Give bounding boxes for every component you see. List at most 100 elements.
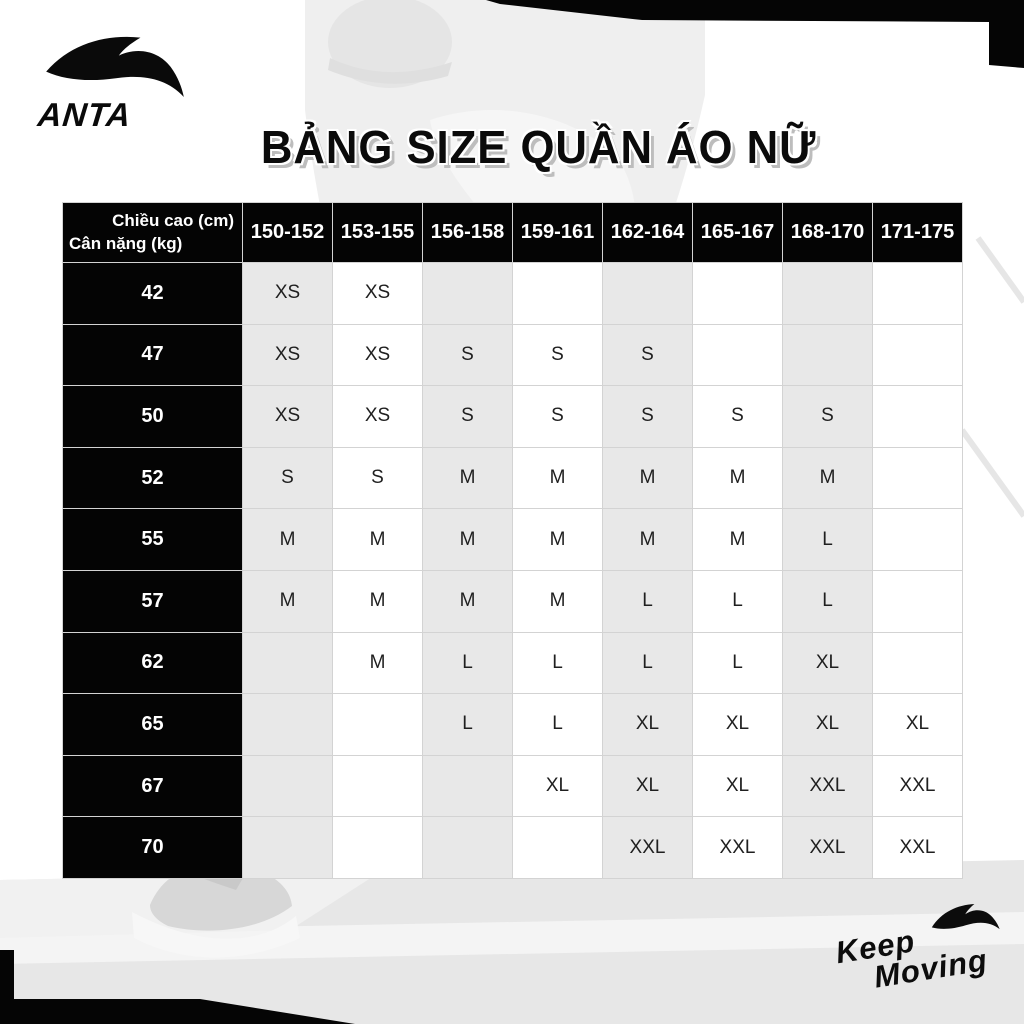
size-cell	[242, 693, 333, 756]
size-cell	[332, 693, 423, 756]
size-cell	[242, 631, 333, 695]
size-cell: XS	[242, 262, 333, 325]
size-cell: L	[602, 631, 693, 695]
table-row: 65 L L XL XL XL XL	[62, 693, 963, 756]
weight-row-header: 65	[62, 693, 243, 756]
size-cell	[512, 262, 603, 325]
height-column-header: 168-170	[782, 202, 873, 263]
height-column-header: 162-164	[602, 202, 693, 263]
size-cell	[872, 323, 963, 387]
header-corner-cell: Chiều cao (cm) Cân nặng (kg)	[62, 202, 243, 263]
size-cell: XXL	[782, 816, 873, 879]
size-cell: M	[512, 508, 603, 571]
size-cell: M	[422, 508, 513, 571]
height-column-header: 171-175	[872, 202, 963, 263]
size-cell	[782, 262, 873, 325]
size-cell	[602, 262, 693, 325]
size-cell: L	[692, 569, 783, 633]
table-row: 62 M L L L L XL	[62, 631, 963, 695]
page-title: BẢNG SIZE QUẦN ÁO NỮ	[260, 121, 817, 173]
size-cell: S	[242, 446, 333, 510]
size-cell: L	[512, 693, 603, 756]
size-cell	[242, 816, 333, 879]
keep-moving-logo: Keep Moving	[832, 903, 1013, 1015]
size-cell	[872, 385, 963, 448]
size-cell: XL	[692, 754, 783, 818]
size-cell: M	[242, 508, 333, 571]
size-cell: L	[512, 631, 603, 695]
weight-row-header: 42	[62, 262, 243, 325]
size-cell: XL	[512, 754, 603, 818]
height-column-header: 156-158	[422, 202, 513, 263]
size-cell: M	[512, 446, 603, 510]
size-cell: M	[332, 508, 423, 571]
size-cell	[512, 816, 603, 879]
header-row: Chiều cao (cm) Cân nặng (kg) 150-152 153-15…	[62, 202, 963, 263]
size-cell: S	[602, 323, 693, 387]
size-cell: XXL	[872, 754, 963, 818]
size-cell	[872, 262, 963, 325]
size-cell	[422, 816, 513, 879]
size-cell: L	[782, 569, 873, 633]
weight-row-header: 47	[62, 323, 243, 387]
size-cell: M	[332, 631, 423, 695]
size-cell: S	[782, 385, 873, 448]
size-cell: M	[242, 569, 333, 633]
weight-row-header: 67	[62, 754, 243, 818]
weight-row-header: 70	[62, 816, 243, 879]
size-cell: XXL	[782, 754, 873, 818]
size-cell	[872, 631, 963, 695]
size-cell: L	[602, 569, 693, 633]
size-cell: L	[692, 631, 783, 695]
height-column-header: 153-155	[332, 202, 423, 263]
size-cell	[782, 323, 873, 387]
height-column-header: 150-152	[242, 202, 333, 263]
table-row: 70 XXL XXL XXL XXL	[62, 816, 963, 879]
size-cell: XS	[242, 323, 333, 387]
anta-logo: ANTA	[34, 30, 194, 133]
size-cell	[692, 323, 783, 387]
weight-row-header: 57	[62, 569, 243, 633]
size-cell: M	[512, 569, 603, 633]
size-cell: M	[332, 569, 423, 633]
anta-swoosh-icon	[46, 36, 184, 98]
size-cell	[692, 262, 783, 325]
size-cell: XXL	[692, 816, 783, 879]
table-row: 55 M M M M M M L	[62, 508, 963, 571]
size-cell	[332, 754, 423, 818]
table-row: 47 XS XS S S S	[62, 323, 963, 387]
size-cell: S	[512, 323, 603, 387]
size-cell: M	[782, 446, 873, 510]
size-table: Chiều cao (cm) Cân nặng (kg) 150-152 153-15…	[62, 202, 963, 879]
size-cell: XS	[332, 385, 423, 448]
size-cell: L	[422, 631, 513, 695]
size-cell: M	[422, 446, 513, 510]
top-right-black-wedge	[486, 0, 1024, 68]
size-cell	[422, 754, 513, 818]
table-row: 42 XS XS	[62, 262, 963, 325]
size-cell	[872, 569, 963, 633]
size-cell: S	[332, 446, 423, 510]
size-cell: XS	[242, 385, 333, 448]
size-cell	[242, 754, 333, 818]
size-cell	[872, 508, 963, 571]
table-row: 52 S S M M M M M	[62, 446, 963, 510]
size-cell: S	[692, 385, 783, 448]
size-cell: M	[602, 446, 693, 510]
size-cell: L	[422, 693, 513, 756]
weight-row-header: 52	[62, 446, 243, 510]
weight-axis-label: Cân nặng (kg)	[69, 233, 183, 253]
size-cell: XL	[872, 693, 963, 756]
height-column-header: 165-167	[692, 202, 783, 263]
size-cell: S	[602, 385, 693, 448]
size-cell: XL	[602, 693, 693, 756]
height-axis-label: Chiều cao (cm)	[112, 211, 234, 231]
weight-row-header: 55	[62, 508, 243, 571]
size-cell: XXL	[872, 816, 963, 879]
size-cell: S	[422, 323, 513, 387]
size-cell: M	[602, 508, 693, 571]
size-cell: M	[422, 569, 513, 633]
weight-row-header: 62	[62, 631, 243, 695]
table-row: 57 M M M M L L L	[62, 569, 963, 633]
